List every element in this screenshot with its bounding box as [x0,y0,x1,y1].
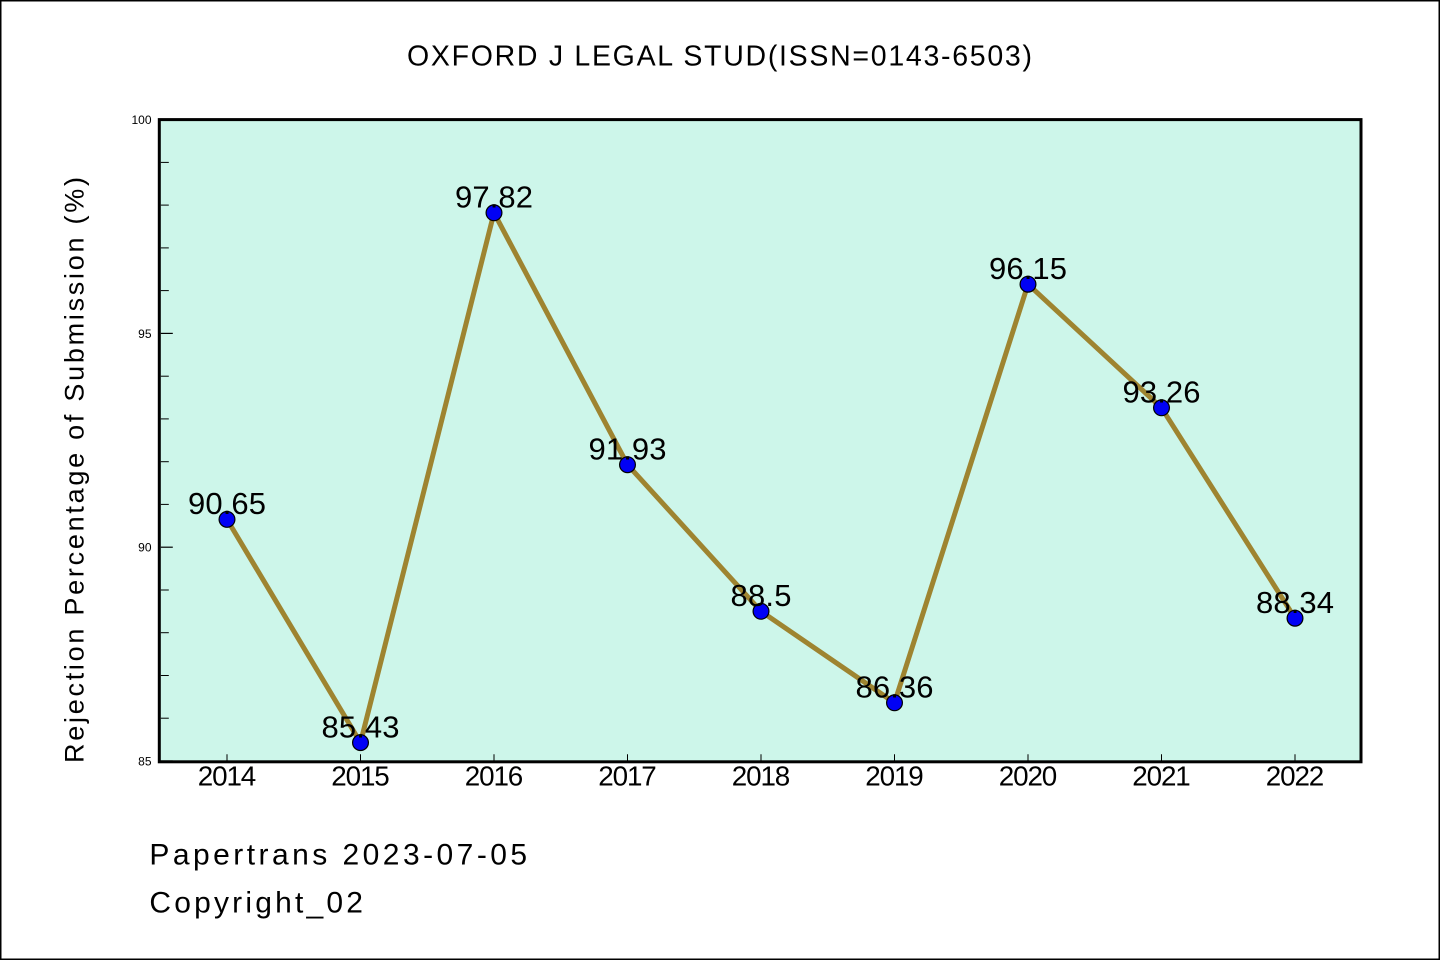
svg-text:2014: 2014 [198,761,257,792]
svg-text:2016: 2016 [465,761,524,792]
svg-text:86.36: 86.36 [856,670,934,705]
svg-text:2017: 2017 [598,761,657,792]
svg-text:96.15: 96.15 [989,251,1067,286]
svg-text:OXFORD J LEGAL STUD(ISSN=0143-: OXFORD J LEGAL STUD(ISSN=0143-6503) [407,41,1032,73]
svg-text:90: 90 [138,541,152,555]
svg-text:97.82: 97.82 [455,180,533,215]
svg-text:88.5: 88.5 [731,578,792,613]
svg-text:2020: 2020 [999,761,1058,792]
svg-text:85: 85 [138,754,152,768]
svg-text:Papertrans 2023-07-05: Papertrans 2023-07-05 [149,838,527,871]
svg-text:90.65: 90.65 [188,486,266,521]
svg-text:88.34: 88.34 [1256,585,1334,620]
svg-text:2022: 2022 [1266,761,1325,792]
svg-text:95: 95 [138,327,152,341]
svg-text:91.93: 91.93 [589,431,667,466]
svg-text:2019: 2019 [865,761,924,792]
svg-text:2015: 2015 [331,761,390,792]
svg-text:2018: 2018 [732,761,791,792]
svg-text:Copyright_02: Copyright_02 [149,887,363,920]
svg-text:2021: 2021 [1132,761,1191,792]
svg-text:100: 100 [131,113,151,127]
svg-text:85.43: 85.43 [322,709,400,744]
svg-text:93.26: 93.26 [1123,375,1201,410]
